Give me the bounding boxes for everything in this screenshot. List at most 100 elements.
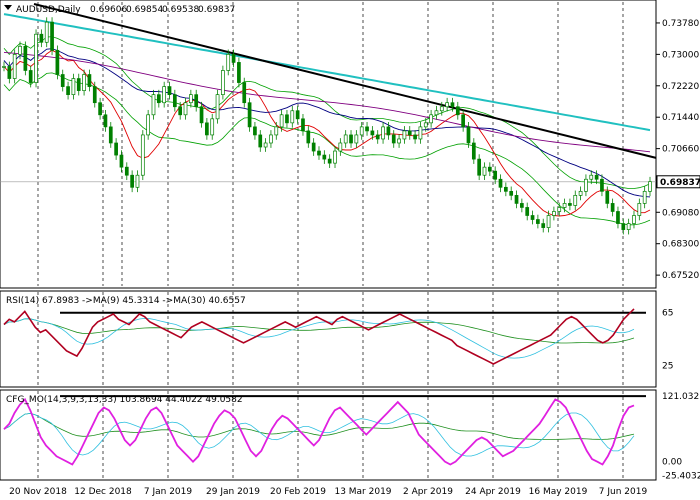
candle-body [151,94,156,116]
candle-body [343,134,348,144]
candle-body [498,178,503,188]
candle-body [76,78,81,91]
candle-body [509,190,514,196]
y-tick-label: 0.67520 [662,271,699,281]
candle-body [269,134,273,144]
ma-navy-line [3,48,651,198]
cfg-signal-line [3,412,635,457]
candle-body [621,223,626,230]
ohlc-close: 0.69837 [198,5,235,15]
candle-body [349,134,353,144]
candle-body [429,114,433,124]
candle-body [381,126,385,140]
candle-body [34,33,38,83]
candle-body [552,211,556,216]
y-tick-label: 0.70660 [662,145,699,155]
y-tick-label: 0.71440 [662,113,699,123]
axes: 20 Nov 2018 12 Dec 2018 7 Jan 2019 29 Jan 2… [9,19,700,497]
candle-body [322,154,327,160]
candle-body [50,21,54,51]
ma-cyan-line [3,13,651,132]
y-tick-label: 0.73000 [662,50,699,60]
candle-body [338,142,343,152]
candle-body [562,203,567,208]
candle-body [130,174,134,188]
candle-body [263,142,268,148]
candle-body [594,174,599,180]
x-tick-label: 12 Dec 2018 [74,487,132,497]
candle-body [242,82,247,104]
candle-body [493,170,498,180]
x-tick-label: 2 Apr 2019 [403,487,453,497]
y-tick-label: 0.73780 [662,19,699,29]
candle-body [12,54,17,79]
candle-body [311,142,316,152]
candle-body [279,114,284,128]
candle-body [87,74,92,87]
cfg-tick-label: 0.00 [662,458,682,468]
candle-body [568,203,572,206]
candle-body [397,138,401,144]
cfg-main-line [3,397,635,466]
candle-body [413,134,417,140]
candle-body [520,203,524,208]
cfg-tick-label: 121.032 [662,392,699,402]
candle-body [162,86,167,104]
candle-body [306,130,311,144]
candle-body [253,126,257,136]
candle-body [541,223,546,228]
candle-body [146,114,150,136]
rsi-panel [3,308,646,365]
vertical-grid [0,2,656,479]
candle-body [434,110,439,116]
candle-body [114,142,118,156]
cfg-tick-label: -25.4032 [662,472,700,482]
candle-body [477,158,482,176]
rsi-level-label: 25 [662,361,673,371]
x-tick-label: 13 Mar 2019 [334,487,391,497]
candle-body [194,94,199,108]
rsi-ma30-line [3,318,635,344]
dropdown-triangle-icon[interactable] [4,5,12,10]
candle-body [391,134,396,144]
x-tick-label: 16 May 2019 [529,487,588,497]
candle-body [290,110,295,124]
candle-body [407,130,412,136]
candle-body [237,62,241,83]
rsi-line [3,308,635,365]
candle-body [461,114,465,128]
candle-body [28,70,33,83]
candle-body [226,54,231,71]
candle-body [375,134,380,140]
candle-body [317,150,321,156]
candle-body [482,166,487,176]
cfg-panel [3,395,646,466]
candle-body [327,158,332,164]
rsi-level-label: 65 [662,309,673,319]
candle-body [98,102,102,116]
candle-body [2,66,6,68]
candle-body [445,102,449,108]
ema-red-line [3,49,651,217]
candle-body [285,114,289,124]
price-panel-frame [0,0,657,289]
candle-body [7,66,12,79]
candle-body [504,186,508,192]
candle-body [365,126,369,132]
bollinger-upper [3,36,651,189]
candle-body [215,94,220,120]
candle-body [423,122,428,128]
candle-body [156,94,161,104]
candle-body [71,78,76,96]
candle-body [402,130,407,140]
bollinger-lower [3,72,651,226]
x-tick-label: 20 Nov 2018 [9,487,67,497]
candle-body [333,150,337,164]
candle-body [557,207,562,212]
candle-body [610,203,615,212]
candle-body [354,134,359,144]
y-tick-label: 0.68300 [662,240,699,250]
x-tick-label: 24 Apr 2019 [465,487,521,497]
candle-body [231,54,236,63]
